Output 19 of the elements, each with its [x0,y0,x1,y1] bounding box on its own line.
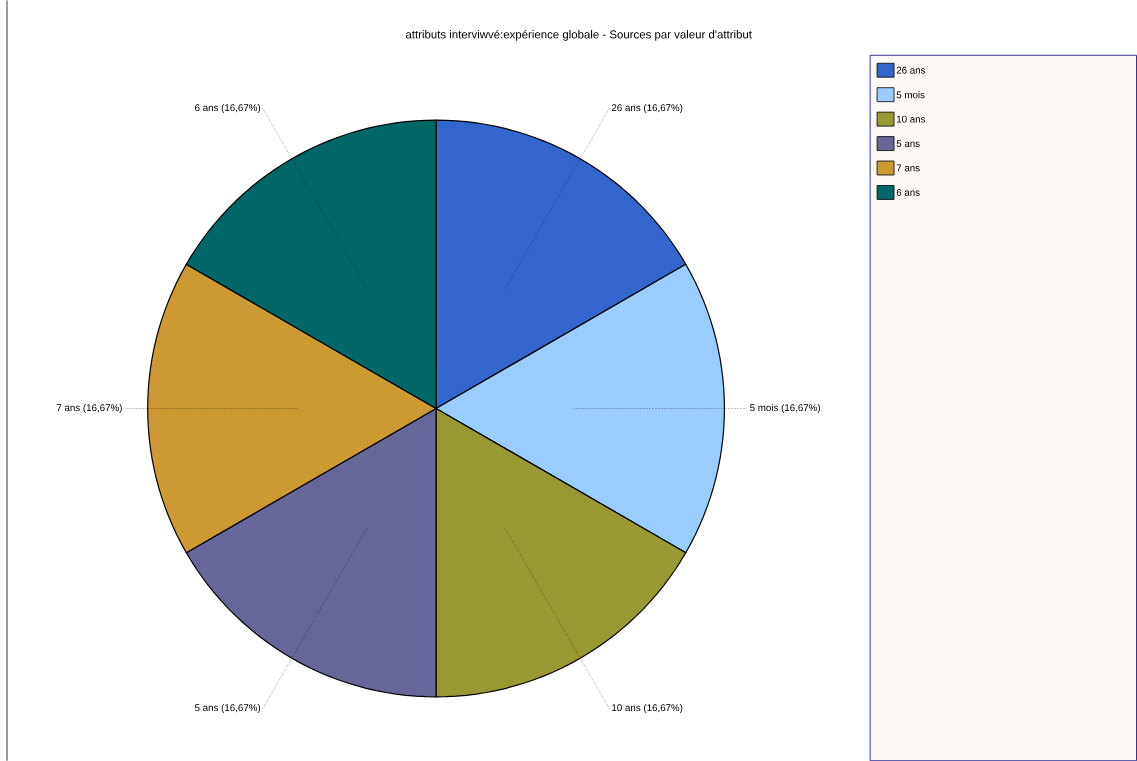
legend-label: 6 ans [896,188,920,196]
data-label: (16,67%) [221,703,261,713]
slice-label: 10 ans [612,704,641,711]
slice-label: 7 ans [56,404,80,411]
data-label: (16,67%) [781,403,820,413]
chart-title: attributs interviwvé:expérience globale - Sources par valeur d'attribut [405,29,752,41]
data-label: (16,67%) [221,103,261,113]
data-label: (16,67%) [644,103,683,113]
legend-label: 5 mois [896,90,925,99]
legend-label: 26 ans [896,66,926,74]
slice-label: 5 ans [194,704,219,711]
data-label: (16,67%) [83,403,122,413]
slice-label: 26 ans [611,104,641,112]
legend-label: 5 ans [896,140,920,147]
legend-label: 7 ans [896,164,920,172]
data-label: (16,67%) [644,703,683,713]
legend-label: 10 ans [896,115,926,123]
slice-label: 5 mois [750,403,778,411]
slice-label: 6 ans [195,104,219,112]
